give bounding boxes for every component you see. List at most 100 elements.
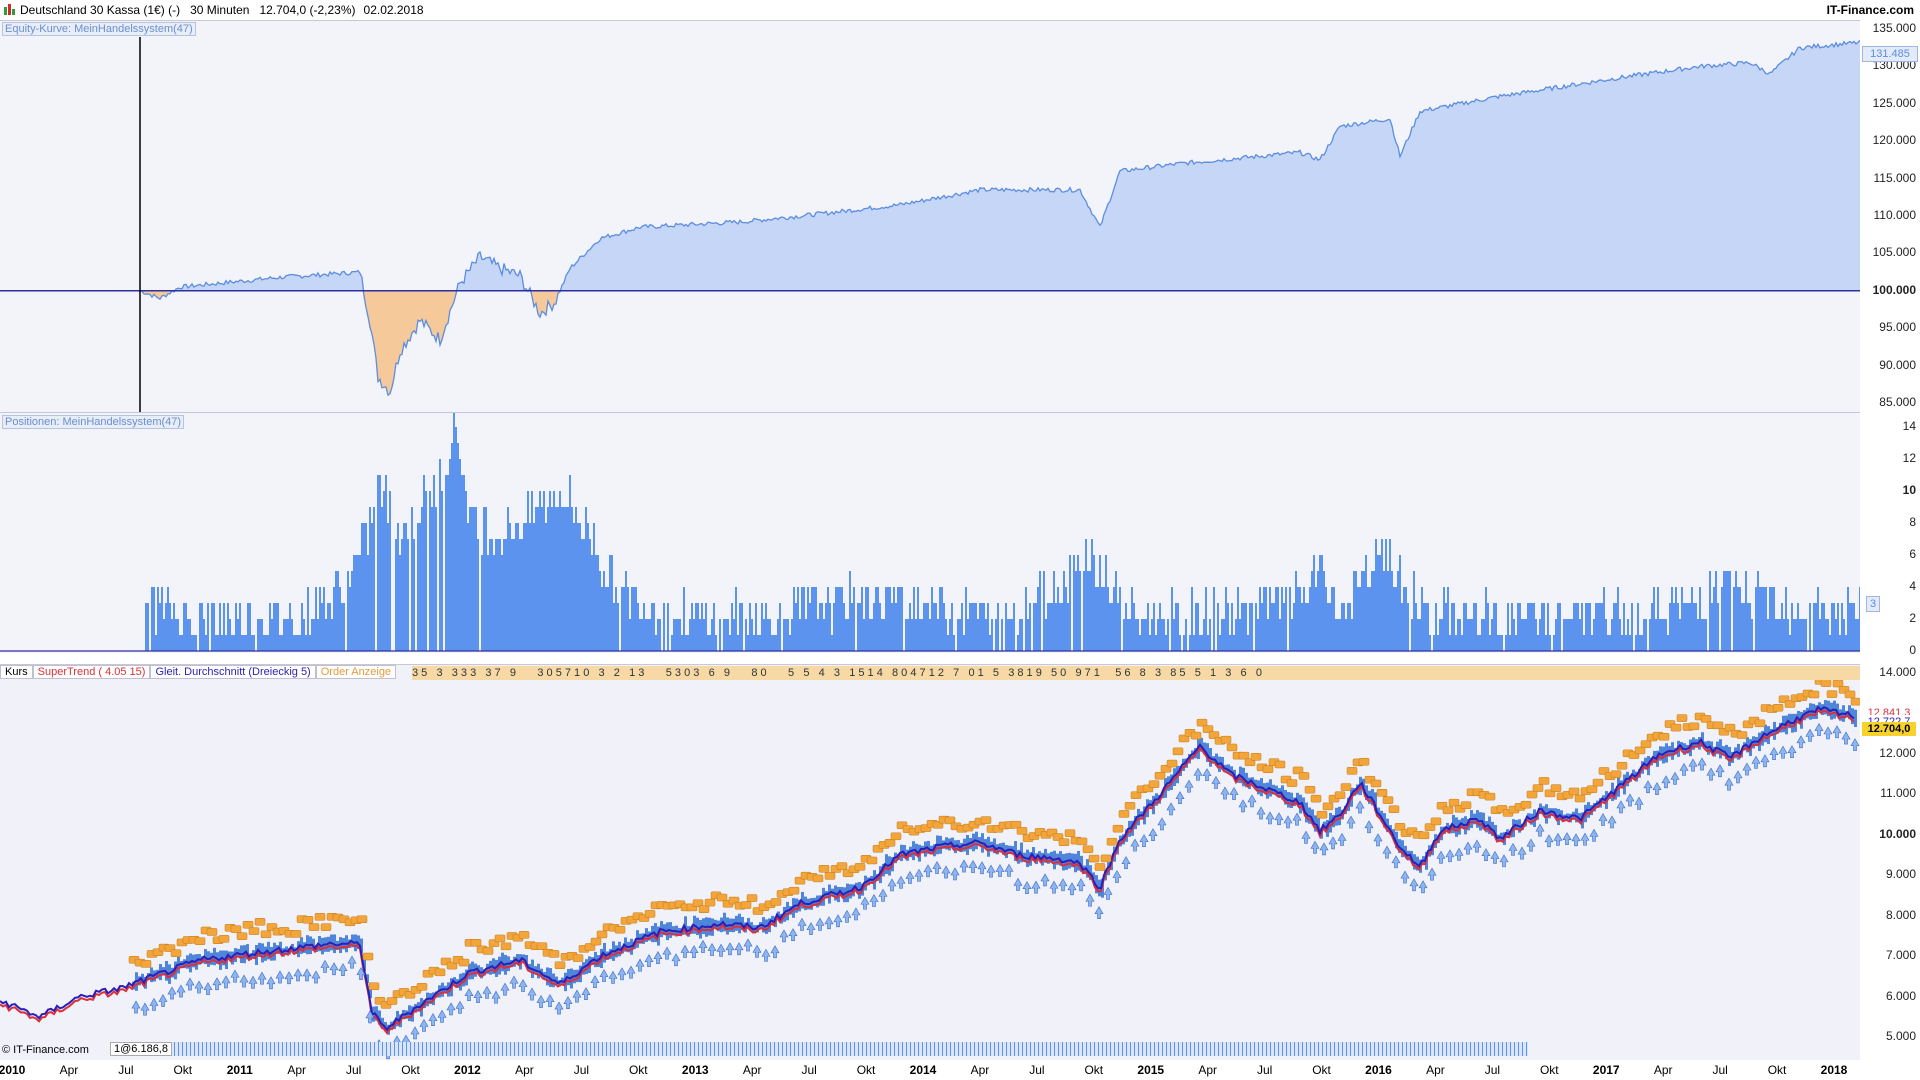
position-bar bbox=[581, 539, 583, 651]
buy-arrow bbox=[1355, 800, 1365, 814]
position-bar bbox=[715, 635, 717, 651]
position-bar bbox=[819, 603, 821, 651]
order-marker bbox=[1202, 725, 1214, 733]
position-bar bbox=[529, 523, 531, 651]
position-bar bbox=[287, 619, 289, 651]
price-candle bbox=[603, 942, 606, 963]
price-candle bbox=[360, 938, 363, 953]
position-bar bbox=[1039, 571, 1041, 651]
position-bar bbox=[575, 507, 577, 651]
price-y-tick: 14.000 bbox=[1879, 665, 1916, 679]
position-bar bbox=[1093, 555, 1095, 651]
position-bar bbox=[1311, 571, 1313, 651]
position-bar bbox=[599, 571, 601, 651]
buy-arrow bbox=[1238, 799, 1248, 813]
buy-arrow bbox=[1508, 842, 1518, 856]
buy-arrow bbox=[572, 989, 582, 1003]
position-bar bbox=[723, 619, 725, 651]
buy-arrow bbox=[185, 977, 195, 991]
buy-arrow bbox=[743, 938, 753, 952]
position-bar bbox=[1197, 603, 1199, 651]
price-candle bbox=[1710, 741, 1713, 752]
order-marker bbox=[218, 935, 230, 943]
price-candle bbox=[1359, 776, 1362, 796]
position-bar bbox=[237, 619, 239, 651]
position-bar bbox=[685, 635, 687, 651]
price-candle bbox=[1221, 756, 1224, 770]
legend-order-display[interactable]: Order Anzeige bbox=[315, 665, 397, 679]
position-bar bbox=[623, 587, 625, 651]
order-marker bbox=[1010, 820, 1022, 829]
position-bar bbox=[1369, 587, 1371, 651]
position-bar bbox=[1591, 635, 1593, 651]
position-bar bbox=[755, 603, 757, 651]
buy-arrow bbox=[1463, 841, 1473, 855]
position-bar bbox=[833, 603, 835, 651]
position-bar bbox=[1831, 603, 1833, 651]
legend-supertrend[interactable]: SuperTrend ( 4.05 15) bbox=[32, 665, 151, 679]
price-candle bbox=[1002, 842, 1005, 855]
position-bar bbox=[765, 603, 767, 651]
buy-arrow bbox=[1085, 893, 1095, 907]
position-bar bbox=[837, 587, 839, 651]
position-bar bbox=[1821, 603, 1823, 651]
position-bar bbox=[1595, 603, 1597, 651]
order-marker bbox=[1640, 740, 1652, 748]
order-marker bbox=[1196, 718, 1208, 727]
legend-kurs[interactable]: Kurs bbox=[0, 665, 33, 679]
price-candle bbox=[1050, 851, 1053, 863]
position-bar bbox=[1191, 587, 1193, 651]
position-bar bbox=[1175, 603, 1177, 651]
position-bar bbox=[707, 635, 709, 651]
equity-pane-label[interactable]: Equity-Kurve: MeinHandelssystem(47) bbox=[2, 22, 196, 36]
order-marker bbox=[494, 934, 506, 943]
positions-pane-label[interactable]: Positionen: MeinHandelssystem(47) bbox=[2, 415, 185, 429]
position-bar bbox=[239, 603, 241, 651]
position-bar bbox=[1317, 571, 1319, 651]
buy-arrow bbox=[1778, 745, 1788, 759]
position-bar bbox=[1085, 539, 1087, 651]
buy-arrow bbox=[1409, 878, 1419, 892]
price-pane[interactable] bbox=[0, 664, 1860, 1061]
position-bar bbox=[395, 539, 397, 651]
position-bar bbox=[1455, 635, 1457, 651]
chart-type-icon[interactable] bbox=[4, 4, 16, 16]
position-bar bbox=[663, 603, 665, 651]
buy-arrow bbox=[608, 970, 618, 984]
positions-pane[interactable]: Positionen: MeinHandelssystem(47) bbox=[0, 412, 1860, 653]
legend-moving-average[interactable]: Gleit. Durchschnitt (Dreieckig 5) bbox=[150, 665, 316, 679]
position-bar bbox=[1051, 603, 1053, 651]
position-bar bbox=[1385, 539, 1387, 651]
position-bar bbox=[343, 603, 345, 651]
order-marker bbox=[1586, 785, 1598, 793]
buy-arrow bbox=[1427, 867, 1437, 881]
buy-arrow bbox=[797, 917, 807, 931]
position-bar bbox=[981, 603, 983, 651]
position-bar bbox=[889, 587, 891, 651]
position-bar bbox=[1687, 603, 1689, 651]
position-bar bbox=[433, 475, 435, 651]
position-bar bbox=[1611, 619, 1613, 651]
position-bar bbox=[1783, 619, 1785, 651]
position-bar bbox=[313, 619, 315, 651]
equity-pane[interactable]: Equity-Kurve: MeinHandelssystem(47) bbox=[0, 20, 1860, 413]
order-marker bbox=[1244, 758, 1256, 767]
order-marker bbox=[1592, 778, 1604, 787]
price-candle bbox=[1092, 872, 1095, 880]
position-bar bbox=[1537, 635, 1539, 651]
position-bar bbox=[1825, 619, 1827, 651]
price-candle bbox=[1836, 703, 1839, 717]
position-bar bbox=[147, 603, 149, 651]
interval[interactable]: 30 Minuten bbox=[190, 3, 250, 17]
position-bar bbox=[235, 603, 237, 651]
position-bar bbox=[431, 507, 433, 651]
position-bar bbox=[1463, 603, 1465, 651]
instrument-name[interactable]: Deutschland 30 Kassa (1€) (-) bbox=[20, 3, 181, 17]
position-bar bbox=[425, 491, 427, 651]
position-bar bbox=[1339, 619, 1341, 651]
buy-arrow bbox=[1283, 815, 1293, 829]
position-bar bbox=[1267, 619, 1269, 651]
position-bar bbox=[423, 475, 425, 651]
position-bar bbox=[173, 603, 175, 651]
position-bar bbox=[791, 619, 793, 651]
